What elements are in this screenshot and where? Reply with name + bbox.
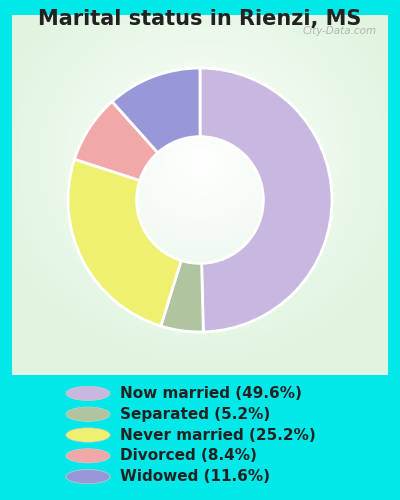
Circle shape [66, 470, 110, 484]
Wedge shape [68, 159, 181, 326]
Text: Separated (5.2%): Separated (5.2%) [120, 406, 270, 422]
Circle shape [66, 407, 110, 422]
Text: Widowed (11.6%): Widowed (11.6%) [120, 469, 270, 484]
Wedge shape [74, 102, 158, 180]
Text: Marital status in Rienzi, MS: Marital status in Rienzi, MS [38, 9, 362, 29]
Wedge shape [200, 68, 332, 332]
Text: Divorced (8.4%): Divorced (8.4%) [120, 448, 257, 464]
Circle shape [66, 448, 110, 463]
Text: Never married (25.2%): Never married (25.2%) [120, 428, 316, 442]
Circle shape [66, 428, 110, 442]
Text: Now married (49.6%): Now married (49.6%) [120, 386, 302, 401]
Wedge shape [161, 260, 203, 332]
Circle shape [66, 386, 110, 400]
Text: City-Data.com: City-Data.com [302, 26, 377, 36]
Wedge shape [112, 68, 200, 152]
